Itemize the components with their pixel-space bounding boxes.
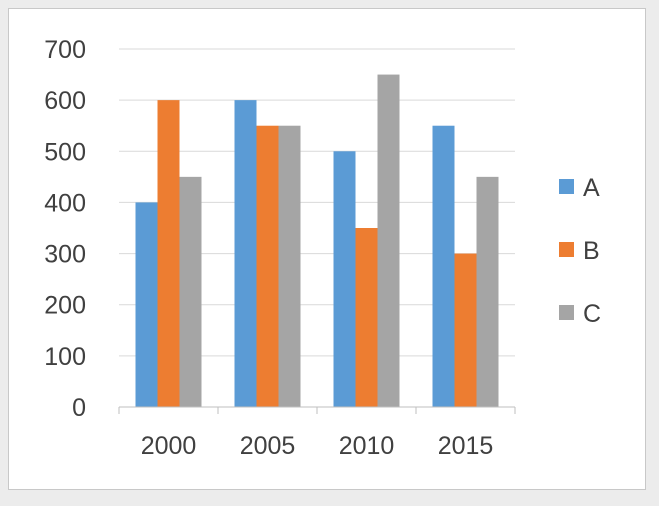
legend-label-b: B bbox=[583, 237, 600, 265]
y-tick-label: 300 bbox=[44, 241, 86, 269]
legend-label-a: A bbox=[583, 174, 600, 202]
legend-swatch-a bbox=[559, 179, 574, 194]
y-tick-label: 600 bbox=[44, 87, 86, 115]
bar-b-2000 bbox=[157, 100, 180, 408]
y-tick-label: 200 bbox=[44, 292, 86, 320]
legend: A B C bbox=[559, 174, 601, 328]
x-tick-label: 2005 bbox=[240, 432, 296, 460]
y-axis-tick-labels: 0 100 200 300 400 500 600 700 bbox=[44, 36, 86, 422]
chart-area: 0 100 200 300 400 500 600 700 2000 2005 2010 2015 … bbox=[8, 8, 646, 490]
bar-b-2015 bbox=[454, 253, 477, 407]
bar-a-2000 bbox=[135, 202, 158, 407]
x-tick-label: 2010 bbox=[339, 432, 395, 460]
bar-c-2015 bbox=[476, 176, 499, 407]
y-tick-label: 100 bbox=[44, 343, 86, 371]
bar-c-2005 bbox=[278, 125, 301, 407]
legend-label-c: C bbox=[583, 300, 601, 328]
x-tick-label: 2015 bbox=[438, 432, 494, 460]
y-tick-label: 400 bbox=[44, 189, 86, 217]
x-axis-tick-labels: 2000 2005 2010 2015 bbox=[141, 432, 494, 460]
bar-a-2010 bbox=[333, 151, 356, 407]
legend-swatch-b bbox=[559, 242, 574, 257]
y-tick-label: 700 bbox=[44, 36, 86, 64]
y-tick-label: 0 bbox=[72, 394, 86, 422]
bar-a-2015 bbox=[432, 125, 455, 407]
bar-b-2010 bbox=[355, 228, 378, 407]
axes bbox=[118, 406, 516, 414]
y-tick-label: 500 bbox=[44, 138, 86, 166]
x-tick-label: 2000 bbox=[141, 432, 197, 460]
bar-c-2010 bbox=[377, 74, 400, 408]
bar-c-2000 bbox=[179, 176, 202, 407]
bars bbox=[135, 74, 499, 408]
bar-a-2005 bbox=[234, 100, 257, 408]
legend-swatch-c bbox=[559, 305, 574, 320]
bar-b-2005 bbox=[256, 125, 279, 407]
